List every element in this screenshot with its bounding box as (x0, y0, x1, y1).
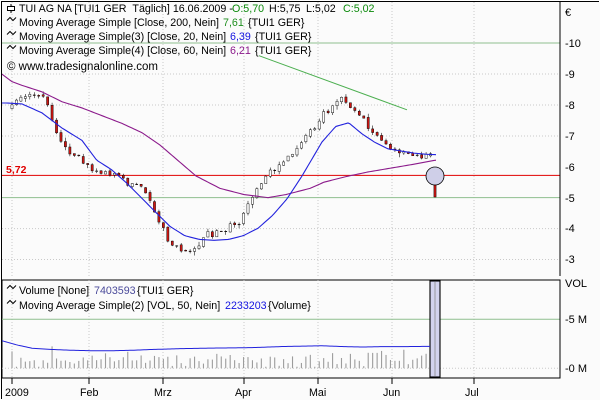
svg-text:C:5,02: C:5,02 (343, 3, 375, 15)
svg-text:© www.tradesignalonline.com: © www.tradesignalonline.com (7, 61, 158, 73)
svg-text:{Volume}: {Volume} (268, 300, 311, 312)
svg-text:Mrz: Mrz (154, 387, 172, 399)
svg-text:6,21: 6,21 (230, 45, 251, 57)
svg-text:VOL: VOL (565, 278, 587, 290)
svg-text:{TUI1 GER}: {TUI1 GER} (255, 45, 312, 57)
svg-text:TUI AG NA [TUI1 GER Täglich]: TUI AG NA [TUI1 GER Täglich] 16.06.2009 … (19, 3, 233, 15)
svg-text:-7: -7 (565, 131, 575, 143)
svg-text:Moving Average Simple(3) [Clos: Moving Average Simple(3) [Close, 20, Nei… (19, 31, 226, 43)
svg-text:6,39: 6,39 (230, 31, 251, 43)
svg-text:{TUI1 GER}: {TUI1 GER} (255, 31, 312, 43)
svg-text:-5: -5 (565, 193, 575, 205)
svg-text:H:5,75: H:5,75 (269, 3, 301, 15)
svg-text:-10: -10 (565, 38, 581, 50)
svg-text:Volume [None]: Volume [None] (19, 285, 89, 297)
svg-text:€: € (565, 7, 571, 19)
svg-text:2233203: 2233203 (225, 300, 267, 312)
svg-text:Jun: Jun (383, 387, 400, 399)
svg-text:-8: -8 (565, 100, 575, 112)
svg-text:2009: 2009 (5, 387, 29, 399)
svg-text:5,72: 5,72 (6, 164, 27, 176)
svg-text:7403593: 7403593 (94, 285, 136, 297)
svg-text:-5 M: -5 M (565, 314, 587, 326)
svg-text:Mai: Mai (309, 387, 326, 399)
svg-text:{TUI1 GER}: {TUI1 GER} (248, 17, 305, 29)
svg-text:Moving Average Simple(4) [Clos: Moving Average Simple(4) [Close, 60, Nei… (19, 45, 226, 57)
svg-text:-9: -9 (565, 69, 575, 81)
svg-text:7,61: 7,61 (223, 17, 244, 29)
svg-text:Moving Average Simple [Close,: Moving Average Simple [Close, 200, Nein] (19, 17, 219, 29)
svg-text:L:5,02: L:5,02 (306, 3, 336, 15)
svg-text:O:5,70: O:5,70 (232, 3, 264, 15)
svg-text:{TUI1 GER}: {TUI1 GER} (137, 285, 194, 297)
svg-text:Apr: Apr (235, 387, 252, 399)
svg-text:Jul: Jul (465, 387, 479, 399)
svg-text:-6: -6 (565, 162, 575, 174)
svg-text:Moving Average Simple(2) [VOL,: Moving Average Simple(2) [VOL, 50, Nein] (19, 300, 220, 312)
svg-text:-3: -3 (565, 254, 575, 266)
svg-text:-0 M: -0 M (565, 363, 587, 375)
svg-text:-4: -4 (565, 223, 575, 235)
svg-text:Feb: Feb (80, 387, 98, 399)
